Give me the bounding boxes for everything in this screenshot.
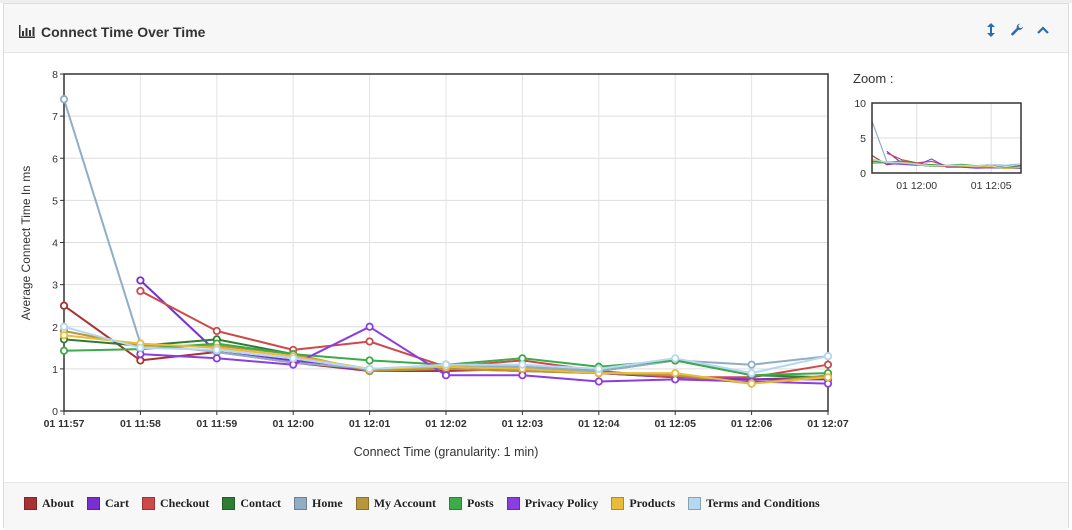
legend-swatch [294, 497, 308, 510]
data-point[interactable] [365, 322, 374, 331]
data-point[interactable] [136, 276, 145, 285]
data-point[interactable] [518, 360, 527, 369]
data-point[interactable] [747, 360, 756, 369]
series-line-privacy-policy [140, 325, 829, 385]
legend-label: Posts [467, 496, 494, 510]
legend-swatch [611, 497, 625, 510]
legend-swatch [506, 497, 520, 510]
legend-item-terms-and-conditions[interactable]: Terms and Conditions [688, 496, 820, 511]
data-point[interactable] [136, 343, 145, 352]
data-point[interactable] [212, 354, 221, 363]
data-point[interactable] [747, 379, 756, 388]
data-point[interactable] [594, 364, 603, 373]
y-tick-label: 2 [52, 322, 58, 334]
legend-item-posts[interactable]: Posts [449, 496, 494, 511]
x-tick-label: 01 12:04 [578, 418, 620, 430]
top-border [0, 0, 1072, 3]
data-point[interactable] [671, 368, 680, 378]
legend-swatch [449, 497, 463, 510]
x-tick-label: 01 11:59 [196, 418, 237, 430]
data-point[interactable] [441, 360, 451, 369]
y-tick-label: 5 [52, 195, 58, 207]
chart-panel: Connect Time Over Time Zoom : About Cart C… [3, 3, 1069, 530]
legend-item-about[interactable]: About [24, 496, 74, 511]
legend-label: Home [312, 496, 343, 510]
chart-legend: About Cart Checkout Contact Home My Account Po… [24, 496, 833, 511]
bar-chart-icon [19, 25, 35, 38]
x-tick-label: 01 11:58 [120, 418, 161, 430]
main-chart: 0 1 2 3 4 5 6 7 8 01 11:57 01 11:58 01 11:59 01 12:0… [19, 69, 849, 459]
data-point[interactable] [212, 326, 221, 336]
data-point[interactable] [365, 364, 374, 373]
legend-swatch [87, 497, 101, 510]
legend-label: My Account [373, 496, 437, 510]
x-tick-label: 01 12:07 [807, 418, 849, 430]
data-point[interactable] [441, 371, 451, 380]
data-point[interactable] [136, 286, 145, 296]
legend-swatch [222, 497, 236, 510]
data-point[interactable] [594, 377, 603, 386]
data-point[interactable] [59, 95, 69, 104]
legend-label: Checkout [160, 496, 210, 510]
y-axis-label: Average Connect Time In ms [19, 166, 33, 321]
y-tick-label: 0 [52, 406, 58, 418]
y-tick-label: 4 [52, 238, 58, 250]
series-terms-and-conditions[interactable] [59, 322, 833, 378]
data-point[interactable] [671, 354, 680, 363]
legend-item-checkout[interactable]: Checkout [142, 496, 209, 511]
resize-vertical-icon[interactable] [981, 20, 1001, 40]
data-point[interactable] [823, 360, 833, 369]
legend-swatch [688, 497, 702, 510]
y-tick-label: 6 [52, 153, 58, 165]
legend-bar: About Cart Checkout Contact Home My Account Po… [4, 482, 1068, 530]
x-axis-label: Connect Time (granularity: 1 min) [354, 445, 539, 459]
wrench-icon[interactable] [1007, 20, 1027, 40]
legend-label: Privacy Policy [524, 496, 599, 510]
x-tick-label: 01 12:06 [731, 418, 773, 430]
plot-frame [63, 73, 829, 412]
data-point[interactable] [59, 322, 69, 331]
legend-label: Terms and Conditions [706, 496, 820, 510]
chevron-up-icon[interactable] [1033, 20, 1053, 40]
legend-item-privacy-policy[interactable]: Privacy Policy [506, 496, 599, 511]
data-point[interactable] [365, 356, 374, 365]
data-point[interactable] [365, 337, 374, 346]
data-point[interactable] [823, 373, 833, 382]
x-tick-label: 01 11:57 [44, 418, 85, 430]
data-point[interactable] [59, 346, 69, 355]
series-line-checkout [139, 290, 829, 379]
x-tick-label: 01 12:00 [272, 418, 314, 430]
y-tick-label: 3 [52, 280, 58, 292]
legend-swatch [24, 497, 37, 510]
data-point[interactable] [59, 331, 69, 340]
legend-label: Products [629, 496, 676, 510]
zoom-label: Zoom : [853, 71, 894, 86]
legend-label: About [42, 496, 75, 510]
legend-label: Contact [240, 496, 282, 510]
x-tick-label: 01 12:01 [349, 418, 391, 430]
legend-label: Cart [105, 496, 130, 510]
data-point[interactable] [289, 354, 298, 363]
legend-item-products[interactable]: Products [611, 496, 675, 511]
y-tick-label: 7 [52, 111, 58, 123]
legend-swatch [142, 497, 156, 510]
legend-item-cart[interactable]: Cart [87, 496, 129, 511]
x-tick-label: 01 12:03 [502, 418, 544, 430]
x-tick-label: 01 12:02 [425, 418, 467, 430]
legend-item-contact[interactable]: Contact [222, 496, 281, 511]
data-point[interactable] [59, 301, 69, 310]
y-tick-label: 8 [52, 69, 58, 81]
panel-header: Connect Time Over Time [4, 4, 1068, 53]
data-point[interactable] [823, 352, 833, 361]
y-tick-label: 1 [52, 364, 58, 376]
data-point[interactable] [747, 368, 756, 378]
panel-title: Connect Time Over Time [41, 24, 206, 40]
data-point[interactable] [212, 345, 221, 355]
x-tick-label: 01 12:05 [654, 418, 696, 430]
legend-swatch [355, 497, 369, 510]
legend-item-my-account[interactable]: My Account [355, 496, 437, 511]
legend-item-home[interactable]: Home [294, 496, 343, 511]
